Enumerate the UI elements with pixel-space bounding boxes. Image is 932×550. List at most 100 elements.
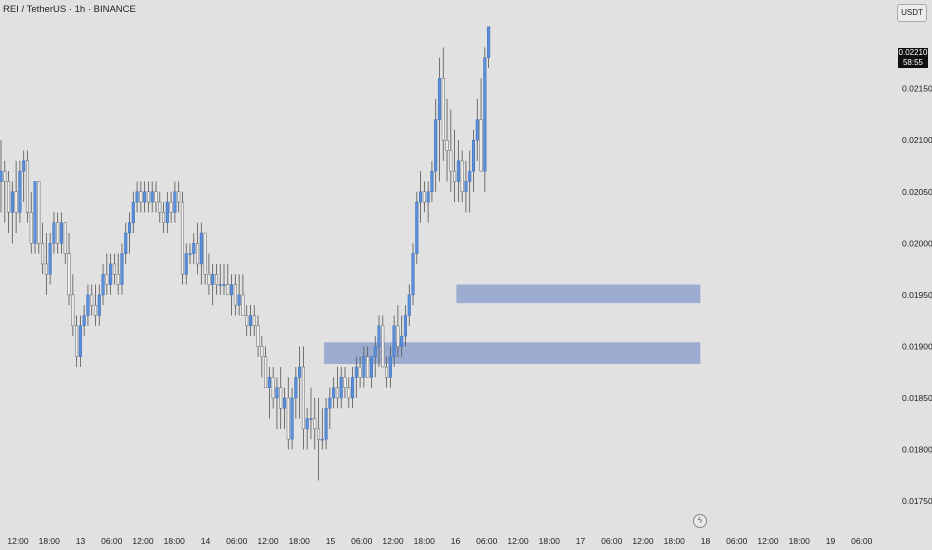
time-tick-label: 16 [451,536,461,546]
candle-body [78,325,82,357]
candle-body [369,356,373,378]
candle-body [63,222,67,254]
candle-body [426,191,430,203]
candle-body [271,377,275,399]
time-tick-label: 18:00 [164,536,186,546]
candle [369,356,373,388]
candle-body [347,387,351,399]
candle-body [233,284,237,306]
time-axis[interactable]: 12:00 18:00 13 06:00 12:00 18:00 14 06:00 12:00 1… [7,536,872,546]
candle [93,284,98,326]
time-tick-label: 06:00 [351,536,373,546]
candle-body [279,387,283,409]
candle-body [59,222,64,244]
candle-body [305,418,309,430]
zones-layer [324,284,701,364]
candle [388,346,392,388]
candle [214,263,219,295]
time-tick-label: 06:00 [226,536,248,546]
candle [120,243,124,295]
candle [237,274,241,316]
candle-body [396,325,400,347]
time-tick-label: 06:00 [851,536,873,546]
candle [52,212,56,254]
candle-body [434,119,438,172]
candle [483,47,487,192]
candle [366,346,370,378]
candle [286,377,290,450]
candle-body [52,222,56,244]
candle-body [264,356,268,388]
candle-body [350,377,355,399]
candle [131,191,135,234]
price-axis[interactable]: 0.02150 0.02100 0.02050 0.02000 0.01950 0.019… [902,84,932,506]
candle-body [165,201,169,223]
candle-body [3,170,7,182]
candle-body [437,78,442,120]
candle-body [290,397,294,440]
candle [207,253,211,295]
candle-body [256,325,260,347]
candle-body [241,294,245,316]
candle [127,212,132,254]
candle [434,98,438,192]
candle-body [44,263,48,275]
candle [335,367,339,409]
candle-body [33,181,37,244]
candle-body [320,438,324,441]
candle-body [131,201,135,223]
candle-body [218,284,222,286]
candle [415,191,419,264]
last-price-tag: 0.02210 58:55 [898,48,928,68]
candle-body [97,294,101,316]
candle [332,377,336,409]
candle-body [362,356,366,378]
candle-body [71,294,75,327]
time-tick-label: 19 [826,536,836,546]
candle-body [328,397,332,409]
candle-body [464,181,468,193]
candle [275,377,279,429]
candle [124,222,128,264]
candle-body [483,57,487,172]
time-tick-label: 06:00 [726,536,748,546]
candle-body [173,191,177,213]
candle-body [403,315,408,337]
candle-body [366,356,370,378]
candle [430,160,434,203]
time-tick-label: 15 [326,536,336,546]
candle-body [449,150,453,172]
candle-body [230,284,234,296]
candle [468,150,472,213]
candle-body [475,119,479,141]
candle-body [161,212,166,223]
time-tick-label: 12:00 [757,536,779,546]
candle-body [415,201,419,254]
candle-body [177,191,181,203]
candle [464,160,468,213]
candle [445,98,449,182]
candle [135,181,139,213]
candle [441,47,445,161]
candle-body [248,315,253,327]
lightning-icon[interactable]: ϟ [693,514,707,528]
time-tick-label: 06:00 [101,536,123,546]
candle-body [127,222,132,234]
candle-body [41,243,45,265]
currency-button[interactable]: USDT [897,4,927,22]
candle [0,140,3,213]
time-tick-label: 06:00 [601,536,623,546]
candle-body [199,232,203,265]
candle [101,263,105,306]
candle [222,263,226,295]
candle [67,233,71,306]
time-tick-label: 12:00 [7,536,29,546]
candle [169,191,173,223]
candle-body [332,387,336,399]
candle [392,315,396,368]
time-tick-label: 18:00 [414,536,436,546]
candle [362,346,366,388]
supply-demand-zone-1 [456,284,701,304]
candle-body [294,377,298,399]
